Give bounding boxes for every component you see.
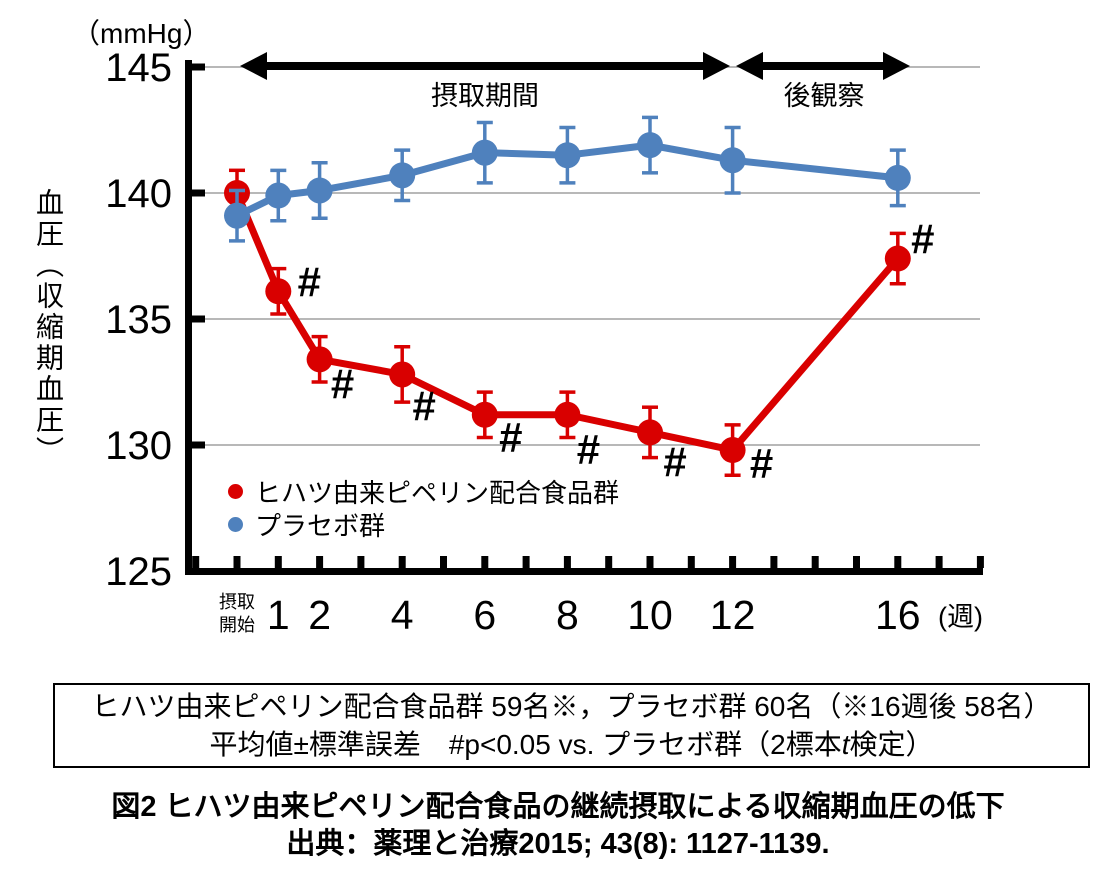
x-tick-week-12 bbox=[729, 556, 737, 568]
x-tick-week-16 bbox=[894, 556, 902, 568]
data-point-treatment-week-10 bbox=[637, 419, 663, 446]
data-point-treatment-week-12 bbox=[719, 437, 746, 464]
y-tick-135 bbox=[192, 315, 205, 323]
phase-label-intake: 摂取期間 bbox=[431, 81, 539, 111]
intake-period-arrow-head-right bbox=[703, 52, 730, 80]
data-point-placebo-week-4 bbox=[389, 162, 416, 189]
x-tick-week-18 bbox=[976, 556, 984, 568]
x-tick-week-8 bbox=[563, 556, 571, 568]
x-tick-week-3 bbox=[357, 556, 365, 568]
x-tick-week-7 bbox=[522, 556, 530, 568]
data-point-treatment-week-8 bbox=[554, 401, 581, 428]
y-tick-label-135: 135 bbox=[105, 298, 172, 342]
x-tick-label-12: 12 bbox=[710, 592, 756, 638]
note-line-2-italic-t: t bbox=[841, 728, 850, 760]
y-axis-line bbox=[185, 60, 192, 575]
x-tick-label-4: 4 bbox=[391, 592, 414, 638]
y-tick-140 bbox=[192, 189, 205, 197]
x-tick-label-6: 6 bbox=[473, 592, 496, 638]
x-axis-unit-label: (週) bbox=[938, 602, 983, 632]
x-tick-week-11 bbox=[687, 556, 695, 568]
significance-mark-week-2: # bbox=[331, 360, 354, 407]
x-tick-week-5 bbox=[440, 556, 447, 568]
x-tick-label-start: 摂取開始 bbox=[219, 592, 255, 635]
plot-svg: 145 140 135 130 125 摂取開始 1 2 4 6 8 10 12 16 (週) # # # # # # #… bbox=[105, 46, 984, 638]
legend-label-placebo: プラセボ群 bbox=[255, 511, 386, 541]
x-tick-label-16: 16 bbox=[875, 592, 921, 638]
data-point-placebo-week-0 bbox=[224, 202, 250, 229]
data-point-placebo-week-2 bbox=[306, 177, 333, 204]
x-tick-week-10 bbox=[646, 556, 654, 568]
x-tick-week-13 bbox=[770, 556, 778, 568]
caption-source: 出典：薬理と治療2015; 43(8): 1127-1139. bbox=[286, 828, 830, 860]
significance-mark-week-16: # bbox=[911, 216, 934, 263]
x-axis-line bbox=[185, 568, 983, 575]
chart-area: 145 140 135 130 125 摂取開始 1 2 4 6 8 10 12 16 (週) # # # # # # #… bbox=[33, 18, 984, 638]
legend-item-treatment: ヒハツ由来ピペリン配合食品群 bbox=[228, 477, 619, 508]
data-point-placebo-week-10 bbox=[637, 132, 663, 159]
x-tick-label-8: 8 bbox=[556, 592, 579, 638]
x-tick-week-1 bbox=[274, 556, 282, 568]
data-point-treatment-week-1 bbox=[265, 278, 292, 305]
y-tick-130 bbox=[192, 441, 205, 449]
figure-caption: 図2 ヒハツ由来ピペリン配合食品の継続摂取による収縮期血圧の低下 出典：薬理と治… bbox=[0, 789, 1116, 863]
x-tick-week--1 bbox=[192, 556, 200, 568]
x-tick-week-14 bbox=[811, 556, 819, 568]
legend-marker-treatment-icon bbox=[228, 484, 243, 499]
y-tick-label-125: 125 bbox=[105, 550, 172, 594]
data-point-treatment-week-6 bbox=[471, 401, 498, 428]
significance-mark-week-8: # bbox=[577, 426, 600, 473]
data-point-placebo-week-16 bbox=[884, 164, 911, 191]
intake-period-arrow-head-left bbox=[240, 52, 267, 80]
significance-mark-week-6: # bbox=[499, 414, 522, 461]
note-box: ヒハツ由来ピペリン配合食品群 59名※，プラセボ群 60名（※16週後 58名）… bbox=[53, 683, 1090, 768]
y-tick-145 bbox=[192, 63, 205, 71]
y-tick-label-130: 130 bbox=[105, 424, 172, 468]
x-tick-week-15 bbox=[853, 556, 860, 568]
note-line-2-post: 検定） bbox=[849, 728, 934, 760]
y-axis-unit-label: （mmHg） bbox=[72, 18, 211, 49]
data-point-placebo-week-6 bbox=[471, 139, 498, 166]
x-tick-week-4 bbox=[398, 556, 406, 568]
x-tick-label-2: 2 bbox=[308, 592, 331, 638]
significance-mark-week-4: # bbox=[413, 382, 436, 429]
data-point-placebo-week-1 bbox=[265, 182, 292, 209]
data-point-treatment-week-16 bbox=[884, 245, 911, 272]
y-axis-title: 血圧（収縮期血圧） bbox=[33, 188, 64, 467]
y-tick-label-140: 140 bbox=[105, 172, 172, 216]
data-point-treatment-week-2 bbox=[306, 346, 333, 373]
significance-mark-week-1: # bbox=[298, 258, 321, 305]
x-tick-week-0 bbox=[233, 556, 241, 568]
data-point-placebo-week-8 bbox=[554, 142, 581, 169]
phase-label-followup: 後観察 bbox=[783, 81, 865, 111]
x-tick-week-2 bbox=[316, 556, 324, 568]
data-point-treatment-week-4 bbox=[389, 361, 416, 388]
y-tick-label-145: 145 bbox=[105, 46, 172, 90]
legend-item-placebo: プラセボ群 bbox=[228, 510, 619, 541]
note-line-2: 平均値±標準誤差 #p<0.05 vs. プラセボ群（2標本t検定） bbox=[209, 726, 933, 764]
x-tick-week-17 bbox=[935, 556, 943, 568]
note-line-2-pre: 平均値±標準誤差 #p<0.05 vs. プラセボ群（2標本 bbox=[209, 728, 842, 760]
legend-marker-placebo-icon bbox=[228, 517, 243, 532]
x-tick-week-9 bbox=[605, 556, 613, 568]
significance-mark-week-12: # bbox=[750, 440, 773, 487]
x-tick-label-10: 10 bbox=[627, 592, 673, 638]
data-point-placebo-week-12 bbox=[719, 147, 746, 174]
followup-period-arrow-head-left bbox=[736, 52, 763, 80]
x-tick-label-1: 1 bbox=[267, 592, 290, 638]
note-line-1: ヒハツ由来ピペリン配合食品群 59名※，プラセボ群 60名（※16週後 58名） bbox=[91, 690, 1052, 722]
significance-mark-week-10: # bbox=[663, 438, 686, 485]
x-tick-week-6 bbox=[481, 556, 489, 568]
legend-label-treatment: ヒハツ由来ピペリン配合食品群 bbox=[255, 478, 620, 508]
followup-period-arrow-head-right bbox=[883, 52, 910, 80]
caption-title: 図2 ヒハツ由来ピペリン配合食品の継続摂取による収縮期血圧の低下 bbox=[111, 791, 1005, 823]
legend: ヒハツ由来ピペリン配合食品群 プラセボ群 bbox=[228, 477, 619, 541]
